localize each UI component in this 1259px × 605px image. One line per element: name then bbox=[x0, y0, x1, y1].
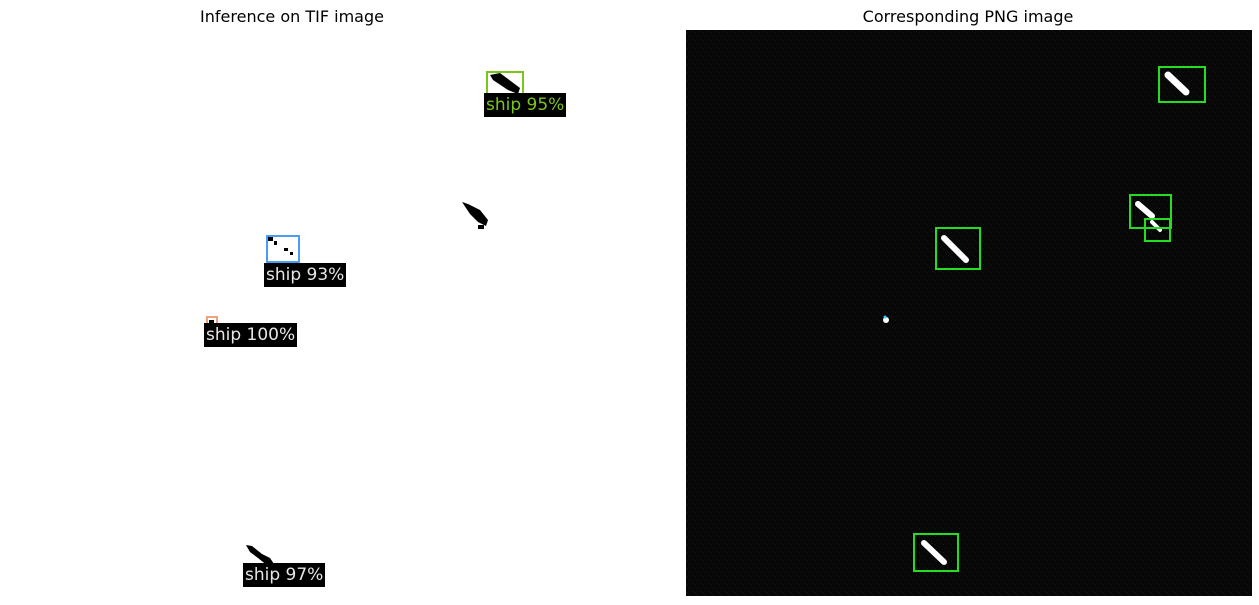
tif-inference-panel: ship 95% ship 93% ship 100% ship 97% bbox=[0, 30, 566, 596]
png-ships bbox=[686, 30, 1252, 596]
png-ship-4 bbox=[883, 317, 889, 323]
tif-ship-blob-3 bbox=[268, 236, 273, 241]
detection-label-3: ship 100% bbox=[204, 323, 298, 347]
tif-ship-blob-4 bbox=[209, 320, 214, 325]
png-box-2 bbox=[1129, 194, 1172, 229]
png-ship-2 bbox=[1135, 201, 1155, 219]
png-ship-3 bbox=[941, 235, 969, 263]
detection-label-1: ship 95% bbox=[484, 93, 566, 117]
png-ship-1 bbox=[1164, 71, 1190, 96]
detection-label-4: ship 97% bbox=[243, 563, 326, 587]
png-box-3 bbox=[1144, 218, 1171, 242]
png-panel bbox=[686, 30, 1252, 596]
png-box-4 bbox=[935, 227, 981, 270]
left-panel-title: Inference on TIF image bbox=[200, 7, 384, 26]
tif-ship-blob-2 bbox=[462, 202, 488, 226]
png-box-1 bbox=[1158, 66, 1206, 103]
tif-ship-blob-5 bbox=[246, 545, 274, 566]
png-ship-5 bbox=[921, 540, 947, 565]
detection-label-2: ship 93% bbox=[264, 263, 347, 287]
right-panel-title: Corresponding PNG image bbox=[862, 7, 1074, 26]
tif-ship-blobs bbox=[209, 73, 520, 566]
png-box-5 bbox=[913, 533, 959, 572]
detection-box-2 bbox=[266, 235, 300, 263]
tif-ship-blob-1 bbox=[490, 73, 520, 94]
